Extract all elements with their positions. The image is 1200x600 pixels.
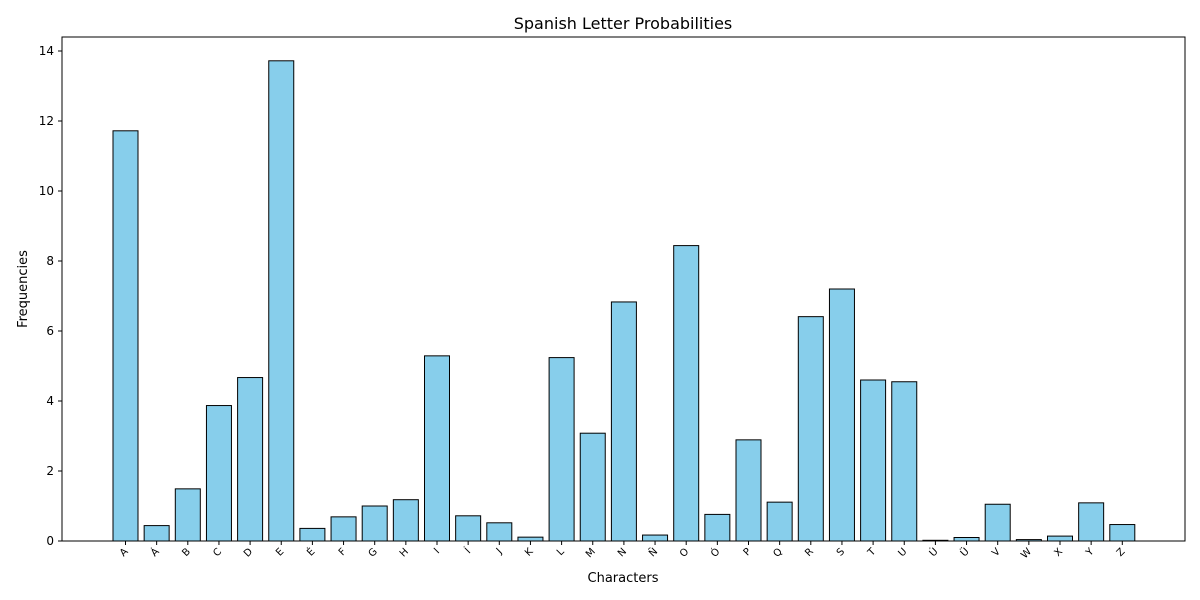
x-tick-label-1: Á: [148, 545, 162, 559]
y-axis-label: Frequencies: [16, 250, 31, 328]
bar-14: [548, 357, 575, 542]
bar-17: [642, 534, 669, 542]
bar-25: [891, 381, 918, 542]
bar-10: [424, 355, 450, 542]
x-tick-label-29: W: [1019, 546, 1034, 561]
x-tick-label-24: T: [865, 546, 878, 559]
x-tick-label-12: J: [494, 546, 505, 557]
bar-16: [610, 301, 637, 542]
bar-15: [579, 432, 606, 542]
y-tick-label-2: 4: [46, 394, 54, 408]
bar-11: [455, 515, 482, 542]
x-tick-label-4: D: [242, 546, 255, 559]
x-tick-label-5: E: [274, 546, 286, 558]
x-tick-label-23: S: [835, 546, 847, 558]
bar-4: [237, 377, 264, 542]
x-tick-label-31: Y: [1083, 546, 1096, 559]
bar-30: [1047, 535, 1073, 542]
bar-19: [704, 513, 731, 542]
x-tick-label-3: C: [211, 546, 224, 559]
x-tick-label-9: H: [398, 546, 411, 559]
bar-9: [392, 499, 419, 542]
x-tick-label-8: G: [367, 546, 380, 559]
x-tick-label-16: N: [616, 546, 629, 559]
x-tick-label-19: Ó: [708, 545, 723, 560]
x-tick-label-17: Ñ: [646, 545, 660, 559]
x-tick-label-6: É: [304, 545, 318, 559]
bar-24: [860, 379, 887, 542]
y-tick-label-3: 6: [46, 324, 54, 338]
y-tick-label-1: 2: [46, 464, 54, 478]
bar-13: [517, 536, 544, 542]
bar-12: [486, 522, 513, 542]
x-axis-label: Characters: [588, 571, 659, 586]
x-tick-label-32: Z: [1115, 546, 1128, 559]
bars-group: [112, 60, 1136, 542]
bar-1: [143, 525, 170, 542]
y-tick-label-5: 10: [39, 184, 54, 198]
bar-27: [953, 537, 980, 542]
x-tick-label-2: B: [180, 546, 193, 559]
bar-21: [766, 501, 793, 542]
plot-frame: [61, 36, 1186, 542]
x-tick-label-26: Ú: [926, 545, 940, 559]
bar-20: [735, 439, 762, 542]
y-tick-label-6: 12: [39, 114, 54, 128]
y-tick-label-0: 0: [46, 534, 54, 548]
bar-22: [797, 316, 824, 542]
bar-2: [174, 488, 201, 542]
bar-23: [828, 288, 855, 542]
x-tick-label-22: R: [803, 546, 816, 559]
bar-0: [112, 130, 139, 542]
x-tick-label-27: Ü: [957, 545, 971, 559]
x-tick-label-14: L: [555, 546, 567, 558]
x-tick-label-20: P: [742, 546, 754, 558]
x-tick-label-15: M: [584, 546, 598, 560]
x-tick-label-7: F: [337, 546, 349, 558]
x-tick-label-11: Í: [462, 545, 473, 556]
x-tick-label-13: K: [523, 546, 536, 559]
y-tick-label-4: 8: [46, 254, 54, 268]
x-tick-label-0: A: [118, 546, 131, 559]
bar-6: [299, 527, 326, 542]
x-tick-label-21: Q: [771, 546, 784, 559]
bar-5: [268, 60, 295, 542]
x-tick-label-25: U: [896, 546, 909, 559]
bar-8: [361, 505, 388, 542]
x-tick-label-10: I: [432, 546, 442, 556]
x-tick-label-28: V: [990, 546, 1003, 559]
bar-28: [984, 503, 1011, 542]
chart-title: Spanish Letter Probabilities: [514, 14, 733, 33]
x-tick-label-18: O: [678, 546, 691, 559]
bar-18: [673, 245, 700, 542]
bar-7: [330, 516, 357, 542]
bar-32: [1109, 524, 1136, 542]
x-tick-label-30: X: [1052, 546, 1065, 559]
bar-31: [1078, 502, 1105, 542]
bar-3: [205, 405, 232, 542]
y-axis: 0 2 4 6 8 10 12 14: [39, 44, 62, 548]
y-tick-label-7: 14: [39, 44, 54, 58]
